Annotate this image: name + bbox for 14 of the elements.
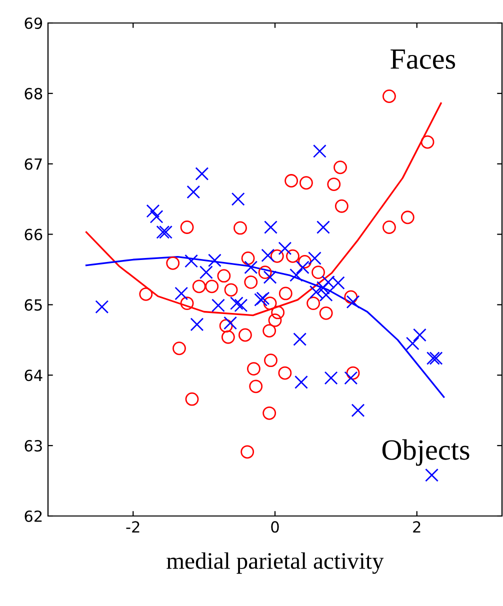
y-tick-label: 64	[24, 370, 42, 382]
y-tick-label: 68	[24, 88, 42, 100]
x-tick-label: 2	[413, 521, 420, 532]
x-tick-label: 0	[271, 521, 279, 533]
y-tick-label: 69	[24, 17, 42, 30]
series-label: Faces	[390, 50, 456, 69]
y-tick-label: 62	[24, 510, 42, 522]
y-tick-label: 67	[24, 158, 42, 170]
x-axis-title: medial parietal activity	[166, 552, 384, 574]
y-tick-label: 63	[24, 440, 42, 452]
series-label: Objects	[382, 439, 470, 466]
x-tick-label: -2	[126, 521, 140, 532]
y-tick-label: 65	[24, 299, 42, 311]
y-tick-label: 66	[24, 228, 42, 240]
